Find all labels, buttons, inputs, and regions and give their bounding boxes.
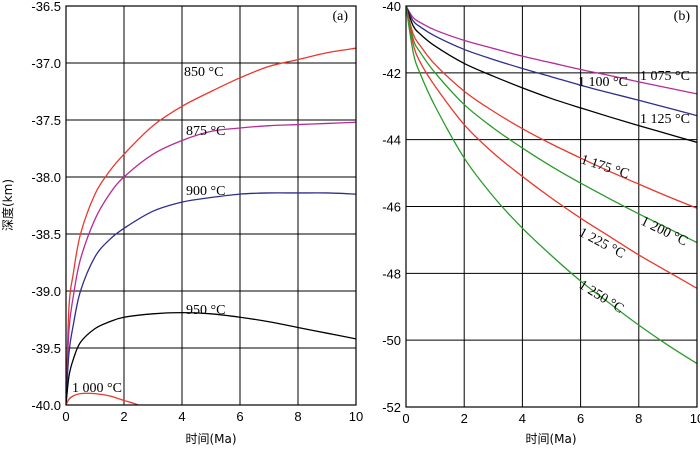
panel-b-x-tick-label: 8 bbox=[635, 411, 642, 426]
panel-a-series-label: 1 000 °C bbox=[72, 381, 122, 396]
panel-a-y-axis-label: 深度(km) bbox=[0, 179, 15, 231]
panel-b-y-tick-label: -50 bbox=[382, 333, 401, 348]
panel-a-series-label: 850 °C bbox=[184, 65, 223, 80]
panel-a: -36.5 -37.0 -37.5 -38.0 -38.5 -39.0 -39.5 -40.0… bbox=[0, 0, 363, 446]
panel-b-y-tick-label: -46 bbox=[382, 200, 401, 215]
panel-b-series-label: 1 200 °C bbox=[638, 214, 689, 249]
panel-a-series-label: 875 °C bbox=[186, 124, 225, 139]
panel-b-y-tick-label: -42 bbox=[382, 66, 401, 81]
panel-a-frame bbox=[65, 5, 357, 406]
panel-a-y-tick-label: -37.0 bbox=[31, 56, 61, 71]
panel-b-x-ticks: 0 2 4 6 8 10 bbox=[402, 411, 700, 426]
panel-a-x-tick-label: 4 bbox=[178, 409, 185, 424]
panel-b-x-tick-label: 10 bbox=[690, 411, 700, 426]
panel-a-y-tick-label: -39.0 bbox=[31, 284, 61, 299]
panel-a-x-ticks: 0 2 4 6 8 10 bbox=[62, 409, 363, 424]
panel-b-y-tick-label: -44 bbox=[382, 133, 401, 148]
panel-b-series-line bbox=[406, 6, 697, 143]
panel-a-x-tick-label: 2 bbox=[120, 409, 127, 424]
panel-a-x-tick-label: 10 bbox=[349, 409, 363, 424]
panel-b-series-label: 1 250 °C bbox=[576, 278, 626, 317]
panel-a-y-tick-label: -37.5 bbox=[31, 113, 61, 128]
panel-b-series-line bbox=[406, 6, 697, 289]
panel-b-label: (b) bbox=[674, 9, 691, 24]
panel-b-grid bbox=[406, 6, 697, 407]
panel-b-frame bbox=[405, 5, 698, 408]
panel-b-x-axis-label: 时间(Ma) bbox=[525, 432, 576, 446]
panel-a-curves bbox=[66, 47, 356, 405]
panel-a-series-line bbox=[66, 312, 356, 405]
panel-a-label: (a) bbox=[332, 9, 348, 24]
panel-a-y-tick-label: -39.5 bbox=[31, 341, 61, 356]
panel-a-y-tick-label: -36.5 bbox=[31, 0, 61, 14]
panel-b-series-label: 1 175 °C bbox=[579, 153, 631, 183]
panel-b-curves bbox=[406, 6, 697, 365]
panel-b-series-label: 1 225 °C bbox=[576, 225, 627, 262]
panel-a-series-line bbox=[66, 192, 356, 405]
panel-a-y-tick-label: -40.0 bbox=[31, 398, 61, 413]
panel-b-x-tick-label: 4 bbox=[519, 411, 526, 426]
panel-b-series-line bbox=[406, 6, 697, 95]
panel-a-x-axis-label: 时间(Ma) bbox=[185, 432, 236, 446]
panel-a-y-ticks: -36.5 -37.0 -37.5 -38.0 -38.5 -39.0 -39.5 -40.0 bbox=[31, 0, 61, 413]
panel-a-series-label: 950 °C bbox=[186, 303, 225, 318]
panel-b-y-tick-label: -48 bbox=[382, 266, 401, 281]
panel-a-x-tick-label: 8 bbox=[294, 409, 301, 424]
panel-b-series-labels: 1 075 °C 1 100 °C 1 125 °C 1 175 °C 1 200 °C… bbox=[576, 69, 690, 317]
panel-b-series-line bbox=[406, 6, 697, 209]
panel-b-y-tick-label: -52 bbox=[382, 400, 401, 415]
panel-b-x-tick-label: 2 bbox=[461, 411, 468, 426]
panel-a-series-labels: 850 °C 875 °C 900 °C 950 °C 1 000 °C bbox=[72, 65, 225, 396]
panel-a-series-line bbox=[66, 121, 356, 405]
panel-b-series-label: 1 125 °C bbox=[640, 112, 690, 127]
panel-a-series-line bbox=[66, 47, 356, 405]
panel-b-y-ticks: -40 -42 -44 -46 -48 -50 -52 bbox=[382, 0, 401, 415]
panel-a-grid bbox=[66, 6, 356, 405]
panel-b-y-tick-label: -40 bbox=[382, 0, 401, 14]
panel-b-series-label: 1 100 °C bbox=[578, 75, 628, 90]
panel-a-series-line bbox=[66, 392, 141, 405]
panel-a-y-tick-label: -38.0 bbox=[31, 170, 61, 185]
panel-a-x-tick-label: 0 bbox=[62, 409, 69, 424]
panel-b-series-label: 1 075 °C bbox=[640, 69, 690, 84]
panel-b-x-tick-label: 6 bbox=[577, 411, 584, 426]
panel-b-x-tick-label: 0 bbox=[402, 411, 409, 426]
panel-a-series-label: 900 °C bbox=[186, 184, 225, 199]
panel-b-series-line bbox=[406, 6, 697, 244]
panel-b-series-line bbox=[406, 6, 697, 117]
panel-a-y-tick-label: -38.5 bbox=[31, 227, 61, 242]
panel-b-series-line bbox=[406, 6, 697, 365]
panel-a-x-tick-label: 6 bbox=[236, 409, 243, 424]
